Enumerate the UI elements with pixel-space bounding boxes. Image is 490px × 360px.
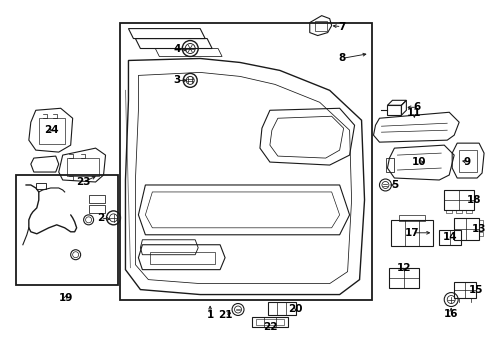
Text: 16: 16 bbox=[444, 310, 459, 319]
Text: 13: 13 bbox=[472, 224, 487, 234]
Bar bbox=[315, 21, 327, 31]
Bar bbox=[439, 230, 461, 245]
Bar bbox=[479, 232, 483, 236]
Bar bbox=[399, 215, 425, 221]
Bar bbox=[387, 158, 394, 172]
Text: 7: 7 bbox=[338, 22, 345, 32]
Text: 20: 20 bbox=[289, 305, 303, 315]
Text: 6: 6 bbox=[414, 102, 421, 112]
Text: 3: 3 bbox=[173, 75, 181, 85]
Text: 15: 15 bbox=[469, 284, 483, 294]
Text: 4: 4 bbox=[173, 44, 181, 54]
Bar bbox=[16, 175, 119, 285]
Bar bbox=[390, 268, 419, 288]
Text: 5: 5 bbox=[391, 180, 398, 190]
Bar bbox=[444, 190, 474, 210]
Bar bbox=[454, 282, 476, 298]
Text: 17: 17 bbox=[405, 228, 419, 238]
Text: 21: 21 bbox=[218, 310, 232, 320]
Text: 14: 14 bbox=[443, 232, 458, 242]
Text: 10: 10 bbox=[412, 157, 427, 167]
Bar bbox=[392, 220, 433, 246]
Text: 11: 11 bbox=[407, 108, 421, 118]
Bar bbox=[39, 118, 65, 144]
Bar bbox=[446, 210, 452, 213]
Bar bbox=[89, 195, 104, 203]
Text: 2: 2 bbox=[97, 213, 104, 223]
Bar bbox=[36, 183, 46, 189]
Text: 18: 18 bbox=[467, 195, 481, 205]
Text: 12: 12 bbox=[397, 263, 412, 273]
Bar bbox=[268, 302, 296, 315]
Bar bbox=[456, 210, 462, 213]
Bar bbox=[479, 220, 483, 224]
Bar bbox=[466, 210, 472, 213]
Text: 8: 8 bbox=[338, 54, 345, 63]
Bar bbox=[256, 319, 284, 325]
Bar bbox=[67, 158, 98, 176]
Bar bbox=[252, 318, 288, 328]
Text: 9: 9 bbox=[464, 157, 471, 167]
Bar bbox=[388, 105, 401, 115]
Bar bbox=[121, 23, 371, 300]
Text: 24: 24 bbox=[45, 125, 59, 135]
Text: 1: 1 bbox=[206, 310, 214, 320]
Text: 23: 23 bbox=[76, 177, 91, 187]
Bar bbox=[454, 218, 479, 240]
Bar bbox=[150, 252, 215, 264]
Bar bbox=[459, 150, 477, 172]
Text: 19: 19 bbox=[58, 293, 73, 302]
Text: 22: 22 bbox=[263, 323, 277, 332]
Bar bbox=[89, 205, 104, 213]
